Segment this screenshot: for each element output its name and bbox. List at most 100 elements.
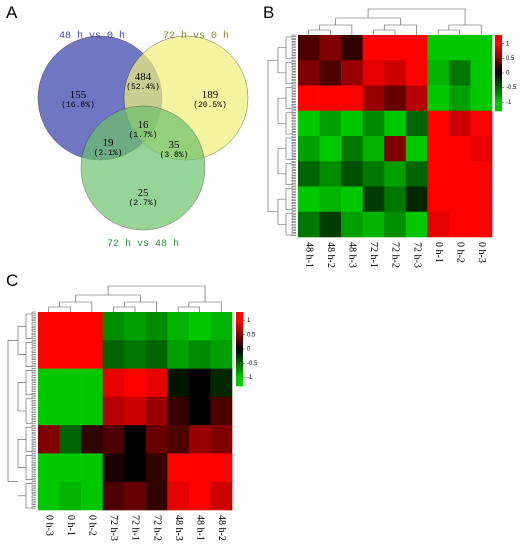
region-count: 25 — [138, 187, 150, 199]
heatmap-cell — [124, 425, 147, 454]
heatmap-cell — [298, 85, 320, 112]
colorbar-tick-label: 1 — [506, 41, 510, 47]
column-label: 0 h-2 — [87, 515, 98, 536]
heatmap-cell — [405, 161, 428, 187]
heatmap-cell — [81, 453, 103, 483]
colorbar-segment — [495, 95, 502, 98]
dendrogram — [291, 186, 296, 189]
dendrogram — [17, 438, 26, 468]
dendrogram — [31, 463, 36, 467]
heatmap-cell — [362, 60, 385, 86]
colorbar-segment — [236, 374, 243, 378]
heatmap-cell — [298, 60, 320, 86]
dendrogram — [291, 189, 296, 192]
dendrogram — [291, 167, 296, 170]
colorbar-segment — [236, 341, 243, 344]
heatmap-cell — [145, 396, 168, 426]
dendrogram — [291, 179, 296, 183]
region-count: 16 — [138, 119, 150, 131]
heatmap-cell — [81, 425, 103, 454]
heatmap-cell — [319, 211, 342, 238]
heatmap-cell — [319, 136, 342, 162]
heatmap-cell — [81, 481, 103, 511]
dendrogram — [31, 343, 36, 346]
colorbar-segment — [495, 80, 502, 83]
colorbar-segment — [495, 86, 502, 89]
dendrogram — [285, 87, 292, 110]
heatmap-cell — [341, 85, 363, 112]
dendrogram — [291, 110, 296, 113]
heatmap-cell — [448, 35, 471, 61]
heatmap-cell — [405, 186, 428, 213]
column-label: 48 h-3 — [173, 515, 184, 541]
dendrogram — [291, 126, 296, 129]
heatmap-cell — [145, 312, 168, 341]
dendrogram — [31, 428, 36, 431]
heatmap-cell — [341, 186, 363, 213]
colorbar-segment — [495, 40, 502, 43]
dendrogram — [291, 227, 296, 230]
region-percent: (20.5%) — [193, 101, 227, 110]
dendrogram — [291, 142, 296, 145]
heatmap-cell — [362, 186, 385, 213]
heatmap-cell — [145, 425, 168, 454]
heatmap-cell — [319, 186, 342, 213]
heatmap-cell — [384, 186, 407, 213]
heatmap-cell — [81, 396, 103, 426]
colorbar-segment — [495, 88, 502, 91]
column-label: 48 h-2 — [325, 242, 336, 268]
heatmap-cell — [427, 161, 450, 187]
dendrogram — [31, 315, 36, 318]
colorbar-segment — [236, 317, 243, 320]
colorbar-segment — [236, 319, 243, 322]
dendrogram — [291, 78, 296, 82]
colorbar-segment — [495, 103, 502, 106]
colorbar-segment — [495, 36, 502, 40]
colorbar-segment — [236, 337, 243, 341]
heatmap-cell — [405, 35, 428, 61]
dendrogram — [31, 322, 36, 325]
colorbar-segment — [495, 71, 502, 74]
colorbar-segment — [236, 334, 243, 337]
heatmap-cell — [384, 60, 407, 86]
dendrogram — [17, 325, 26, 355]
dendrogram — [285, 137, 292, 160]
colorbar-segment — [495, 59, 502, 62]
dendrogram — [31, 446, 36, 449]
heatmap-cell — [188, 481, 211, 511]
region-percent: (2.7%) — [129, 199, 158, 208]
dendrogram — [7, 339, 18, 483]
colorbar-segment — [236, 350, 243, 353]
dendrogram — [25, 483, 32, 509]
heatmap-cell — [341, 136, 363, 162]
colorbar-segment — [495, 90, 502, 93]
dendrogram — [31, 350, 36, 353]
heatmap-cell — [405, 85, 428, 112]
colorbar-segment — [236, 378, 243, 381]
heatmap-cell — [341, 161, 363, 187]
column-label: 0 h-3 — [476, 242, 487, 263]
colorbar-segment — [236, 380, 243, 383]
heatmap-cell — [341, 35, 363, 61]
dendrogram — [291, 160, 296, 164]
dendrogram — [291, 208, 296, 211]
colorbar-segment — [236, 367, 243, 370]
dendrogram — [31, 499, 36, 502]
dendrogram — [291, 176, 296, 179]
heatmap-cell — [210, 481, 233, 511]
dendrogram — [31, 442, 36, 445]
dendrogram — [31, 396, 36, 399]
colorbar-tick-label: -0.5 — [247, 361, 258, 367]
heatmap-cell — [188, 425, 211, 454]
dendrogram — [291, 132, 296, 135]
dendrogram — [291, 224, 296, 227]
colorbar-segment — [495, 82, 502, 85]
colorbar-segment — [236, 315, 243, 318]
heatmap-cell — [384, 110, 407, 137]
colorbar-segment — [236, 382, 243, 385]
dendrogram — [291, 69, 296, 72]
colorbar-tick-label: 0 — [247, 347, 251, 353]
dendrogram — [31, 484, 36, 488]
dendrogram — [291, 116, 296, 119]
heatmap-cell — [298, 211, 320, 238]
